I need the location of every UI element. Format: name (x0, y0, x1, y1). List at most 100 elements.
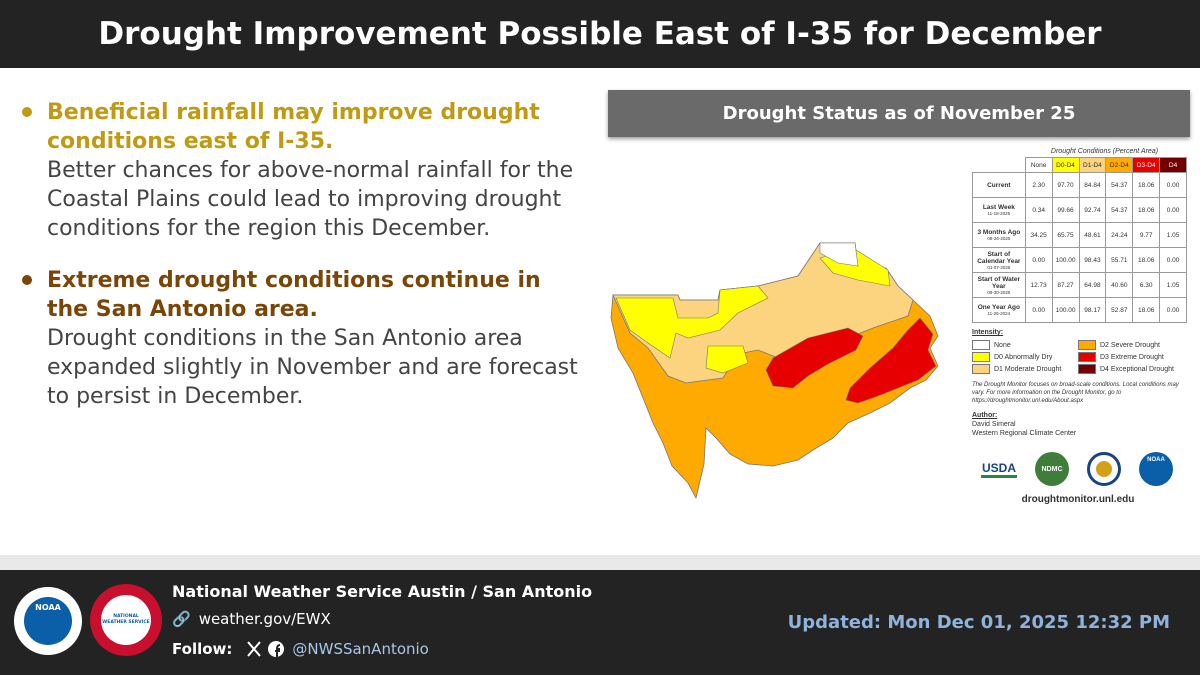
table-cell: 99.66 (1051, 197, 1080, 223)
link-icon: 🔗 (172, 610, 191, 628)
legend-item: D4 Exceptional Drought (1078, 363, 1184, 375)
legend-item: D3 Extreme Drought (1078, 351, 1184, 363)
table-cell: 98.43 (1078, 247, 1107, 273)
social-icons[interactable] (246, 640, 286, 658)
row-label: Current (972, 172, 1026, 198)
column-header: None (1024, 157, 1053, 173)
author-name: David Simeral (972, 421, 1016, 428)
table-cell: 64.98 (1078, 272, 1107, 298)
row-name: 3 Months Ago (977, 229, 1021, 236)
legend-swatch (972, 340, 990, 350)
follow-label: Follow: (172, 640, 233, 658)
table-row: Start of Calendar Year 01-07-2025 0.00 100.… (972, 247, 1187, 273)
table-row: Start of Water Year 09-30-2025 12.73 87.27 6… (972, 272, 1187, 298)
table-row: Current 2.30 97.70 84.84 54.37 18.06 0.00 (972, 172, 1187, 198)
row-name: Start of Calendar Year (977, 250, 1021, 265)
noaa-seal-text: NOAA (24, 597, 72, 645)
drought-map (610, 242, 939, 500)
row-date: 09-30-2025 (987, 289, 1011, 295)
column-header: D2-D4 (1105, 157, 1134, 173)
bullet-dot (22, 107, 32, 117)
row-label: Last Week 11-18-2025 (972, 197, 1026, 223)
row-label: Start of Water Year 09-30-2025 (972, 272, 1026, 298)
note: The Drought Monitor focuses on broad-sca… (972, 382, 1179, 404)
legend-swatch (972, 364, 990, 374)
table-cell: 18.06 (1132, 197, 1161, 223)
legend: None D2 Severe Drought D0 Abnormally Dry D3… (972, 339, 1187, 375)
table-cell: 54.37 (1105, 197, 1134, 223)
author-org: Western Regional Climate Center (972, 430, 1077, 437)
legend-item: D0 Abnormally Dry (972, 351, 1078, 363)
office-name: National Weather Service Austin / San An… (172, 582, 593, 601)
table-cell: 2.30 (1024, 172, 1053, 198)
bullet-heading: Extreme drought conditions continue in t… (47, 268, 541, 322)
row-label: 3 Months Ago 08-26-2025 (972, 222, 1026, 248)
noaa-seal: NOAA (14, 587, 82, 655)
author-label: Author: (972, 412, 998, 419)
legend-swatch (1078, 340, 1096, 350)
table-cell: 1.05 (1159, 272, 1187, 298)
table-cell: 1.05 (1159, 222, 1187, 248)
site: droughtmonitor.unl.edu (1021, 494, 1135, 505)
row-label: One Year Ago 11-26-2024 (972, 297, 1026, 323)
table-cell: 0.00 (1024, 297, 1053, 323)
doc-logo (1087, 452, 1121, 486)
nws-seal-text: NATIONAL WEATHER SERVICE (101, 595, 151, 645)
table-cell: 9.77 (1132, 222, 1161, 248)
legend-item: D1 Moderate Drought (972, 363, 1078, 375)
header-title: Drought Improvement Possible East of I-3… (0, 0, 1200, 68)
bullet-dot (22, 275, 32, 285)
handle[interactable]: @NWSSanAntonio (292, 640, 429, 658)
table-cell: 100.00 (1051, 297, 1080, 323)
row-date: 11-18-2025 (987, 211, 1011, 216)
table-cell: 0.00 (1159, 297, 1187, 323)
legend-swatch (1078, 352, 1096, 362)
ndmc-logo: NDMC (1035, 452, 1069, 486)
table-cell: 54.37 (1105, 172, 1134, 198)
noaa-logo: NOAA (1139, 452, 1173, 486)
footer: NOAA NATIONAL WEATHER SERVICE National W… (0, 570, 1200, 675)
column-header: D1-D4 (1078, 157, 1107, 173)
column-header: D0-D4 (1051, 157, 1080, 173)
legend-swatch (972, 352, 990, 362)
bullet: Beneficial rainfall may improve drought … (22, 98, 582, 243)
row-name: Start of Water Year (977, 275, 1021, 290)
drought-table: None D0-D4 D1-D4 D2-D4 D3-D4 D4 Current 2.30 97.… (972, 157, 1187, 323)
table-cell: 0.00 (1159, 197, 1187, 223)
legend-label: D4 Exceptional Drought (1100, 365, 1174, 373)
table-cell: 0.34 (1024, 197, 1053, 223)
table-row: One Year Ago 11-26-2024 0.00 100.00 98.17 52.… (972, 297, 1187, 323)
legend-label: D3 Extreme Drought (1100, 353, 1164, 361)
logos: USDA NDMC NOAA (972, 452, 1182, 486)
table-cell: 92.74 (1078, 197, 1107, 223)
header-row: None D0-D4 D1-D4 D2-D4 D3-D4 D4 (973, 157, 1187, 173)
bullet-body: Drought conditions in the San Antonio ar… (47, 326, 578, 409)
row-name: One Year Ago (977, 304, 1020, 311)
row-name: Last Week (982, 204, 1015, 211)
column-header: D4 (1159, 157, 1187, 173)
table-cell: 12.73 (1024, 272, 1053, 298)
legend-title: Intensity: (972, 329, 1004, 336)
legend-label: D1 Moderate Drought (994, 365, 1062, 373)
url-row: 🔗 weather.gov/EWX (172, 610, 331, 628)
row-name: Current (987, 181, 1011, 189)
row-date: 11-26-2024 (987, 311, 1011, 316)
table-cell: 84.84 (1078, 172, 1107, 198)
table-cell: 40.60 (1105, 272, 1134, 298)
panel-title: Drought Status as of November 25 (608, 90, 1190, 137)
table-cell: 18.06 (1132, 247, 1161, 273)
row-date: 08-26-2025 (987, 236, 1011, 241)
table-row: Last Week 11-18-2025 0.34 99.66 92.74 54.37 18… (972, 197, 1187, 223)
table-cell: 18.06 (1132, 172, 1161, 198)
table-cell: 87.27 (1051, 272, 1080, 298)
table-cell: 6.30 (1132, 272, 1161, 298)
row-date: 01-07-2025 (987, 264, 1011, 270)
table-cell: 100.00 (1051, 247, 1080, 273)
url[interactable]: weather.gov/EWX (198, 610, 331, 628)
table-cell: 0.00 (1159, 247, 1187, 273)
legend-label: D0 Abnormally Dry (994, 353, 1053, 361)
table-cell: 97.70 (1051, 172, 1080, 198)
follow-row: Follow: @NWSSanAntonio (172, 640, 429, 658)
drought-monitor-legend: Drought Conditions (Percent Area) None D0… (972, 148, 1187, 505)
author: Author: David Simeral Western Regional C… (972, 411, 1187, 438)
